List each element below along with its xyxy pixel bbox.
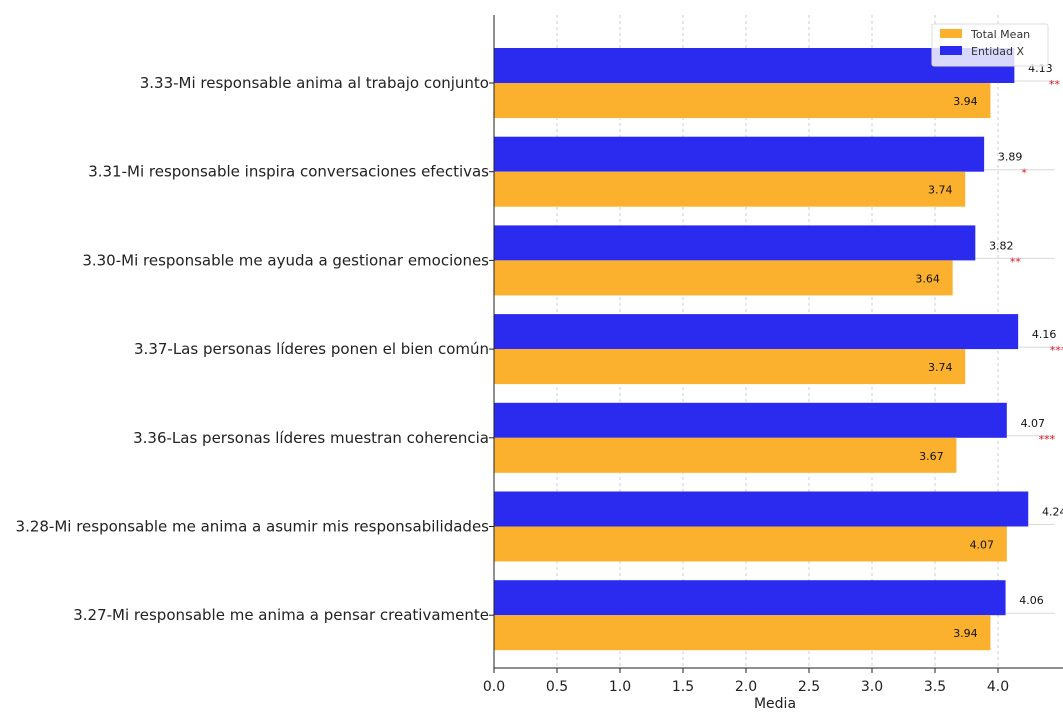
x-tick-label: 2.5 bbox=[798, 679, 820, 695]
bar-total-mean bbox=[494, 260, 953, 296]
x-ticks: 0.0 0.5 1.0 1.5 2.0 2.5 3.0 3.5 4.0 bbox=[483, 668, 1009, 695]
category-label: 3.36-Las personas líderes muestran coher… bbox=[133, 429, 489, 447]
category-label: 3.37-Las personas líderes ponen el bien … bbox=[134, 340, 489, 358]
significance-label: ** bbox=[1010, 255, 1022, 268]
x-axis-label: Media bbox=[754, 696, 796, 712]
bar-entidad-x bbox=[494, 402, 1007, 438]
x-tick-label: 0.5 bbox=[546, 679, 568, 695]
legend: Total Mean Entidad X bbox=[931, 23, 1049, 67]
bar-total-mean bbox=[494, 83, 991, 118]
value-label-entidad-x: 3.89 bbox=[998, 151, 1023, 164]
legend-label: Total Mean bbox=[970, 28, 1030, 41]
bar-entidad-x bbox=[494, 48, 1015, 83]
value-label-total-mean: 3.94 bbox=[953, 627, 978, 640]
x-tick-label: 4.0 bbox=[987, 679, 1009, 695]
bar-total-mean bbox=[494, 437, 957, 473]
significance-label: ** bbox=[1049, 78, 1061, 91]
axes bbox=[489, 15, 1063, 669]
significance-label: * bbox=[1021, 167, 1027, 180]
category-label: 3.30-Mi responsable me ayuda a gestionar… bbox=[82, 251, 489, 269]
significance-label: *** bbox=[1050, 344, 1063, 357]
bars bbox=[494, 48, 1029, 651]
significance-label: *** bbox=[1039, 433, 1056, 446]
value-label-entidad-x: 4.24 bbox=[1042, 506, 1063, 519]
category-labels: 3.33-Mi responsable anima al trabajo con… bbox=[16, 74, 490, 624]
value-label-entidad-x: 4.06 bbox=[1019, 594, 1044, 607]
bar-total-mean bbox=[494, 349, 966, 385]
value-label-total-mean: 3.67 bbox=[919, 450, 944, 463]
value-label-total-mean: 3.64 bbox=[915, 272, 940, 285]
x-tick-label: 3.5 bbox=[924, 679, 946, 695]
bar-total-mean bbox=[494, 615, 991, 651]
x-tick-label: 1.0 bbox=[609, 679, 631, 695]
x-tick-label: 2.0 bbox=[735, 679, 757, 695]
bar-entidad-x bbox=[494, 136, 985, 172]
category-label: 3.31-Mi responsable inspira conversacion… bbox=[88, 163, 489, 181]
value-label-total-mean: 3.94 bbox=[953, 95, 978, 108]
category-label: 3.33-Mi responsable anima al trabajo con… bbox=[140, 74, 489, 92]
value-label-entidad-x: 4.07 bbox=[1021, 417, 1046, 430]
value-label-entidad-x: 3.82 bbox=[989, 239, 1014, 252]
bar-entidad-x bbox=[494, 580, 1006, 616]
bar-total-mean bbox=[494, 526, 1007, 562]
legend-swatch bbox=[940, 29, 962, 38]
legend-label: Entidad X bbox=[971, 45, 1024, 58]
value-label-total-mean: 4.07 bbox=[970, 539, 995, 552]
legend-swatch bbox=[940, 46, 962, 55]
category-label: 3.28-Mi responsable me anima a asumir mi… bbox=[16, 518, 490, 536]
reference-lines bbox=[975, 80, 1055, 614]
bar-entidad-x bbox=[494, 314, 1019, 350]
x-tick-label: 1.5 bbox=[672, 679, 694, 695]
value-label-total-mean: 3.74 bbox=[928, 184, 953, 197]
x-tick-label: 3.0 bbox=[861, 679, 883, 695]
value-label-entidad-x: 4.16 bbox=[1032, 328, 1057, 341]
category-label: 3.27-Mi responsable me anima a pensar cr… bbox=[73, 606, 489, 624]
value-label-total-mean: 3.74 bbox=[928, 361, 953, 374]
value-labels: 4.13**3.943.89*3.743.82**3.644.16***3.74… bbox=[915, 62, 1063, 640]
x-tick-label: 0.0 bbox=[483, 679, 505, 695]
bar-total-mean bbox=[494, 171, 966, 207]
bar-entidad-x bbox=[494, 225, 976, 261]
bar-entidad-x bbox=[494, 491, 1029, 527]
